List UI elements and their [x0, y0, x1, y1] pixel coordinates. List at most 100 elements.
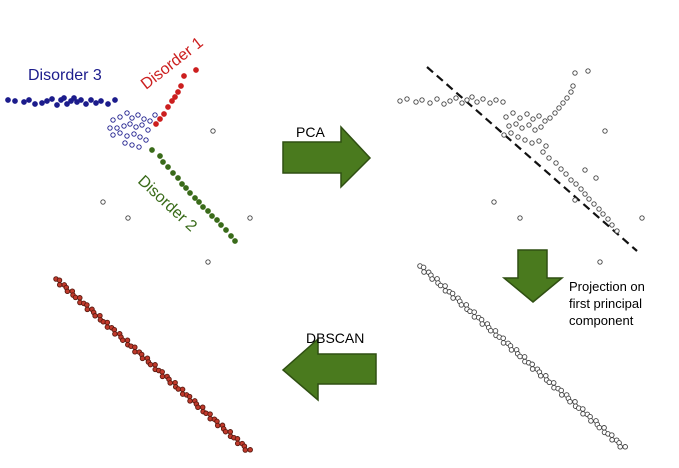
disorder-2-point [196, 199, 202, 205]
disorder-3-point [98, 98, 104, 104]
unlabeled-point [519, 125, 525, 131]
unlabeled-point [543, 143, 549, 149]
disorder-2-point [228, 233, 234, 239]
unlabeled-point [427, 100, 433, 106]
unlabeled-point [515, 134, 521, 140]
projected-point [463, 302, 470, 308]
cluster-point [195, 404, 201, 411]
overlap-point [147, 118, 153, 124]
projected-point [492, 328, 499, 334]
overlap-point [117, 130, 123, 136]
projected-point [617, 444, 623, 450]
unlabeled-point [434, 96, 440, 102]
unlabeled-point [453, 95, 459, 101]
disorder-1-point [161, 111, 167, 117]
unlabeled-point [404, 96, 410, 102]
disorder-3-point [93, 100, 99, 106]
disorder-3-point [71, 95, 77, 101]
unlabeled-point [469, 94, 475, 100]
unlabeled-point [524, 111, 530, 117]
projected-point [421, 269, 427, 275]
projected-point [609, 437, 615, 443]
cluster-point [207, 411, 213, 417]
cluster-point [242, 447, 249, 453]
principal-axis-line [426, 66, 638, 252]
overlap-point [110, 117, 116, 123]
cluster-point [92, 313, 98, 319]
cluster-point [187, 398, 193, 404]
projected-point [437, 282, 444, 289]
unlabeled-point [560, 100, 566, 106]
cluster-point [159, 373, 166, 380]
projected-point [487, 327, 494, 334]
disorder-3-point [64, 101, 70, 107]
unlabeled-point [596, 206, 602, 212]
projected-point [500, 340, 507, 346]
unlabeled-point [500, 99, 506, 105]
overlap-point [114, 125, 120, 131]
disorder-3-point [61, 95, 67, 101]
unlabeled-point [585, 68, 591, 74]
unlabeled-point [558, 166, 564, 172]
unlabeled-point [568, 89, 574, 95]
disorder-1-point [157, 116, 163, 122]
panel-projected-points [417, 263, 628, 450]
projected-point [546, 379, 553, 386]
unlabeled-point [517, 215, 523, 221]
outlier-point [125, 215, 131, 221]
disorder-3-point [39, 100, 45, 106]
overlap-point [133, 124, 139, 130]
disorder-3-point [5, 97, 11, 103]
cluster-point [147, 361, 154, 368]
projected-point [449, 290, 456, 297]
disorder-3-point [26, 97, 32, 103]
projected-point [596, 424, 603, 431]
cluster-point [56, 282, 63, 288]
cluster-point [84, 306, 91, 313]
unlabeled-point [508, 130, 514, 136]
overlap-point [129, 142, 135, 148]
projected-point [471, 309, 477, 315]
disorder-1-point [181, 73, 187, 79]
overlap-point [124, 110, 130, 116]
projected-point [478, 316, 485, 323]
unlabeled-point [591, 201, 597, 207]
projected-point [471, 314, 478, 320]
projection-label-line-1: Projection on [569, 279, 645, 294]
unlabeled-point [546, 155, 552, 161]
disorder-1-label: Disorder 1 [138, 34, 207, 93]
overlap-point [124, 133, 130, 139]
outlier-point [100, 199, 106, 205]
projected-point [479, 321, 486, 327]
down-arrow-icon [501, 249, 565, 303]
unlabeled-points [397, 68, 645, 265]
unlabeled-point [532, 127, 538, 133]
unlabeled-point [586, 196, 592, 202]
overlap-point [131, 131, 137, 137]
cluster-point [139, 355, 146, 362]
cluster-point [227, 429, 234, 435]
disorder-2-point [179, 181, 185, 187]
cluster-point [159, 369, 165, 375]
unlabeled-point [419, 97, 425, 103]
projected-point [500, 335, 506, 341]
projected-point [550, 380, 557, 386]
overlap-point [129, 115, 135, 121]
unlabeled-point [536, 113, 542, 119]
unlabeled-point [530, 116, 536, 122]
cluster-point [179, 386, 186, 393]
disorder-1-point [175, 89, 181, 95]
projected-point [442, 283, 448, 289]
projected-point [567, 398, 573, 405]
disorder-3-point [54, 102, 60, 108]
projected-point [521, 354, 528, 360]
unlabeled-point [510, 110, 516, 116]
overlap-point [141, 116, 147, 122]
panel-unlabeled-scatter [397, 66, 645, 265]
cluster-point [77, 295, 83, 301]
projected-point [537, 373, 544, 379]
disorder-2-point [160, 159, 166, 165]
projected-point [601, 425, 607, 431]
unlabeled-point [493, 97, 499, 103]
